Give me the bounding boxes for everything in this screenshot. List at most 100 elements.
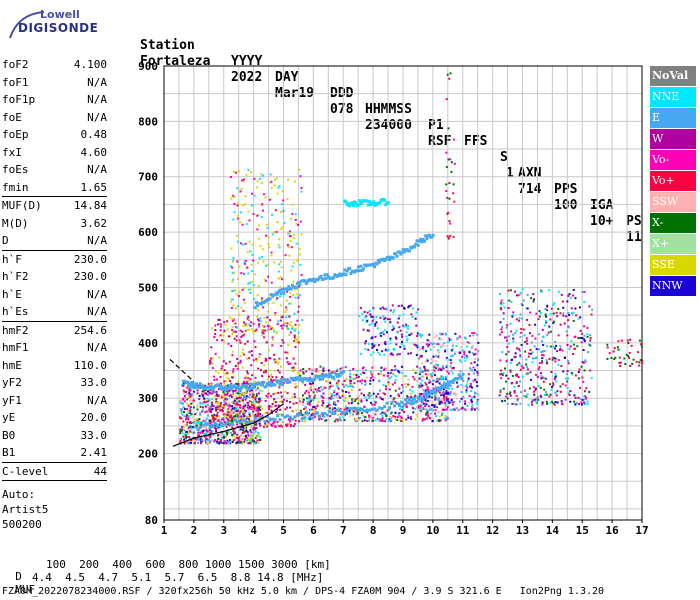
echo-point <box>282 209 285 212</box>
echo-point <box>374 335 377 338</box>
echo-trace-point <box>410 399 414 403</box>
echo-point <box>231 280 234 283</box>
echo-point <box>380 366 383 369</box>
echo-point <box>382 384 385 387</box>
echo-point <box>243 409 246 412</box>
echo-trace-point <box>279 379 283 383</box>
echo-point <box>534 398 537 401</box>
echo-point <box>271 405 274 408</box>
echo-point <box>574 403 577 406</box>
echo-point <box>279 286 282 289</box>
echo-point <box>525 307 528 310</box>
echo-point <box>371 319 374 322</box>
echo-point <box>571 312 574 315</box>
echo-point <box>234 412 237 415</box>
echo-point <box>428 379 431 382</box>
echo-point <box>419 369 422 372</box>
echo-point <box>217 318 220 321</box>
echo-point <box>196 389 199 392</box>
echo-point <box>638 364 641 367</box>
echo-point <box>237 382 240 385</box>
echo-point <box>248 351 251 354</box>
echo-point <box>328 387 331 390</box>
echo-point <box>398 412 401 415</box>
echo-point <box>537 368 540 371</box>
echo-point <box>408 388 411 391</box>
echo-point <box>443 397 446 400</box>
echo-point <box>429 362 432 365</box>
echo-point <box>280 276 283 279</box>
echo-point <box>229 379 232 382</box>
echo-point <box>272 301 275 304</box>
echo-trace-point <box>186 384 190 388</box>
echo-point <box>254 329 257 332</box>
param-divider <box>2 320 107 322</box>
echo-point <box>258 401 261 404</box>
echo-trace-point <box>334 372 338 376</box>
echo-point <box>419 382 422 385</box>
echo-point <box>546 309 549 312</box>
echo-point <box>435 389 438 392</box>
echo-point <box>284 311 287 314</box>
echo-point <box>240 336 243 339</box>
echo-point <box>246 419 249 422</box>
echo-point <box>577 377 580 380</box>
echo-point <box>194 413 197 416</box>
echo-point <box>208 428 211 431</box>
echo-point <box>247 315 250 318</box>
echo-point <box>411 385 414 388</box>
echo-point <box>456 407 459 410</box>
echo-point <box>418 373 421 376</box>
echo-point <box>430 375 433 378</box>
echo-point <box>342 415 345 418</box>
echo-point <box>238 295 241 298</box>
echo-point <box>500 299 503 302</box>
echo-point <box>185 440 188 443</box>
echo-point <box>233 428 236 431</box>
echo-point <box>184 434 187 437</box>
echo-point <box>297 341 300 344</box>
echo-point <box>282 381 285 384</box>
echo-trace-point <box>323 273 327 277</box>
echo-point <box>585 387 588 390</box>
echo-point <box>227 342 230 345</box>
echo-point <box>441 365 444 368</box>
y-tick-label: 500 <box>138 281 158 294</box>
echo-point <box>337 379 340 382</box>
x-tick-label: 7 <box>340 524 347 537</box>
echo-point <box>231 318 234 321</box>
echo-point <box>179 430 182 433</box>
echo-point <box>291 265 294 268</box>
echo-point <box>244 434 247 437</box>
echo-point <box>299 175 302 178</box>
footer-muf-values: 4.4 4.5 4.7 5.1 5.7 6.5 8.8 14.8 [MHz] <box>32 571 324 584</box>
echo-point <box>302 371 305 374</box>
echo-trace-point <box>290 417 294 421</box>
echo-point <box>343 379 346 382</box>
echo-point <box>463 351 466 354</box>
echo-point <box>258 353 261 356</box>
echo-point <box>278 263 281 266</box>
echo-point <box>339 416 342 419</box>
echo-point <box>439 419 442 422</box>
echo-point <box>333 391 336 394</box>
echo-point <box>235 402 238 405</box>
echo-point <box>294 296 297 299</box>
echo-point <box>211 392 214 395</box>
echo-trace-point <box>193 425 197 429</box>
echo-point <box>337 400 340 403</box>
echo-trace-point <box>417 396 421 400</box>
echo-trace-point <box>299 377 303 381</box>
echo-point <box>240 242 243 245</box>
echo-point <box>205 410 208 413</box>
echo-point <box>555 375 558 378</box>
echo-point <box>507 342 510 345</box>
echo-point <box>442 376 445 379</box>
echo-point <box>296 288 299 291</box>
echo-point <box>203 397 206 400</box>
echo-point <box>476 370 479 373</box>
echo-point <box>256 439 259 442</box>
echo-point <box>421 362 424 365</box>
echo-point <box>330 371 333 374</box>
echo-point <box>261 324 264 327</box>
